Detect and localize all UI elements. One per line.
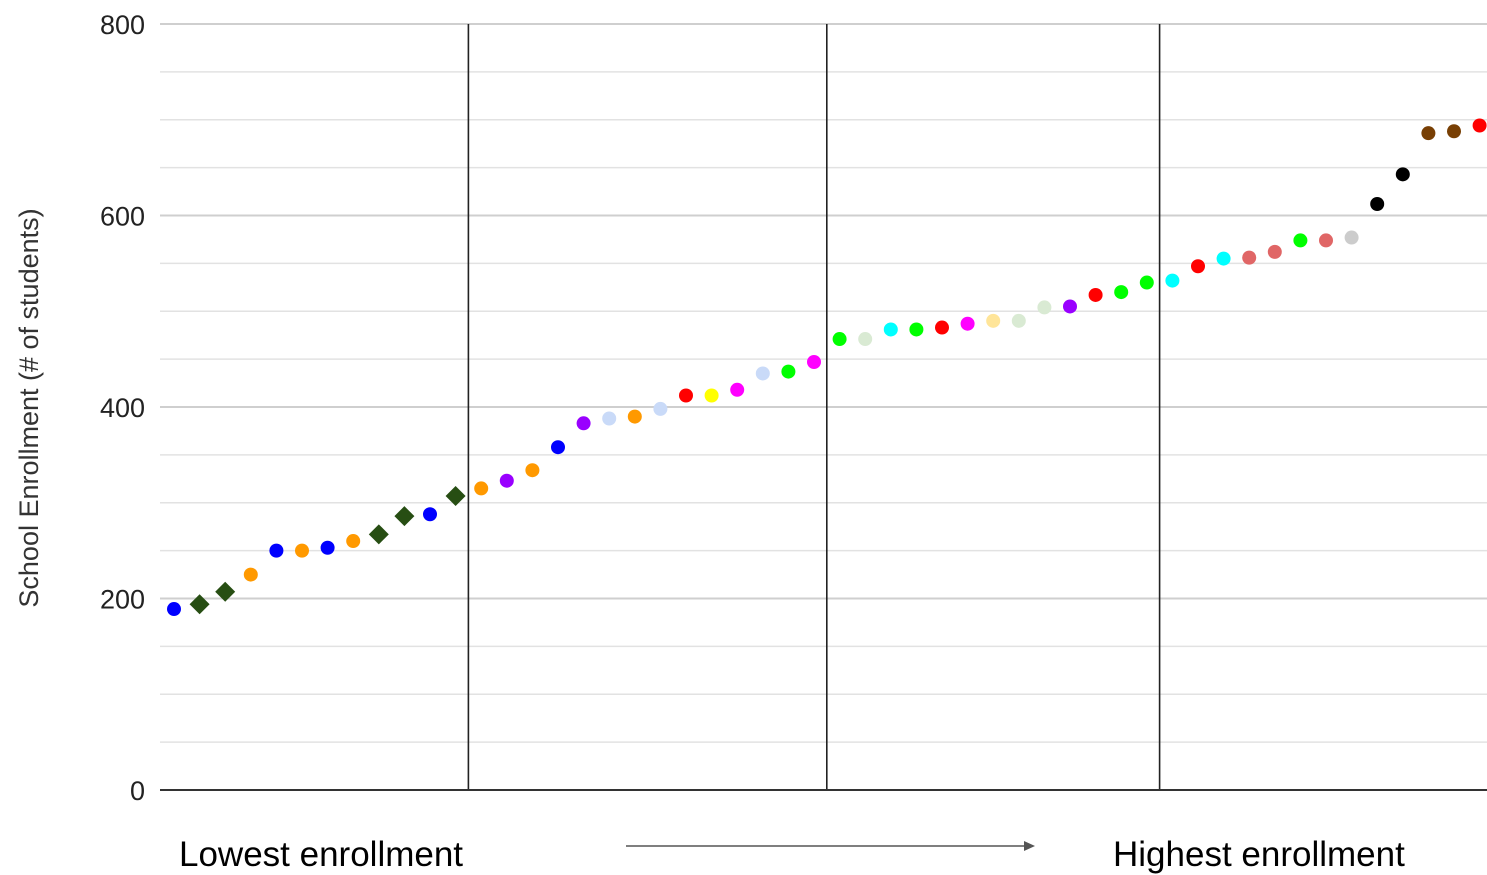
y-tick-label: 200: [100, 585, 145, 615]
data-point: [269, 543, 284, 558]
y-axis-title: School Enrollment (# of students): [14, 208, 44, 607]
data-point: [1319, 233, 1333, 248]
y-tick-label: 0: [130, 776, 145, 806]
data-point: [423, 507, 437, 522]
data-point: [832, 332, 847, 347]
data-point: [1037, 300, 1052, 315]
data-point: [935, 320, 949, 335]
data-point: [295, 543, 309, 558]
data-point: [1139, 275, 1154, 290]
data-point: [679, 388, 693, 403]
data-point: [1421, 126, 1436, 141]
data-point: [883, 322, 898, 337]
data-point: [368, 524, 389, 545]
data-point: [189, 594, 210, 615]
data-point: [346, 534, 361, 549]
y-tick-labels: 0 200 400 600 800: [100, 10, 145, 806]
data-point: [167, 602, 181, 617]
data-point: [653, 401, 668, 416]
data-point: [243, 567, 258, 582]
data-point: [1472, 118, 1487, 133]
data-point: [602, 411, 617, 426]
y-tick-label: 400: [100, 393, 145, 423]
data-point: [1063, 299, 1077, 314]
data-point: [1370, 197, 1385, 212]
lowest-enrollment-label: Lowest enrollment: [179, 835, 463, 874]
data-point: [730, 382, 745, 397]
data-point: [1267, 244, 1282, 259]
data-point: [1114, 285, 1129, 300]
data-point: [1191, 259, 1205, 274]
data-point: [474, 481, 489, 496]
data-point: [858, 332, 873, 347]
data-point: [807, 354, 821, 369]
y-tick-label: 800: [100, 10, 145, 40]
data-point: [551, 440, 565, 455]
data-point: [1088, 287, 1103, 302]
data-points: [167, 118, 1487, 617]
gridlines: [160, 23, 1487, 743]
data-point: [704, 388, 719, 403]
data-point: [755, 366, 770, 381]
highest-enrollment-label: Highest enrollment: [1113, 835, 1405, 874]
data-point: [1293, 233, 1308, 248]
data-point: [320, 540, 335, 555]
data-point: [986, 313, 1001, 328]
data-point: [1395, 167, 1410, 182]
data-point: [1242, 250, 1257, 265]
data-point: [394, 506, 415, 527]
data-point: [627, 409, 642, 424]
data-point: [1216, 251, 1231, 266]
data-point: [215, 581, 236, 602]
data-point: [960, 316, 975, 331]
data-point: [499, 473, 514, 488]
data-point: [576, 416, 591, 431]
data-point: [525, 463, 540, 478]
data-point: [445, 486, 466, 507]
data-point: [909, 322, 924, 337]
data-point: [1344, 230, 1359, 245]
data-point: [1011, 313, 1026, 328]
data-point: [1165, 273, 1180, 288]
data-point: [1447, 124, 1461, 139]
order-arrow: [626, 841, 1035, 851]
y-tick-label: 600: [100, 202, 145, 232]
data-point: [781, 364, 796, 379]
group-dividers: [467, 24, 1161, 790]
